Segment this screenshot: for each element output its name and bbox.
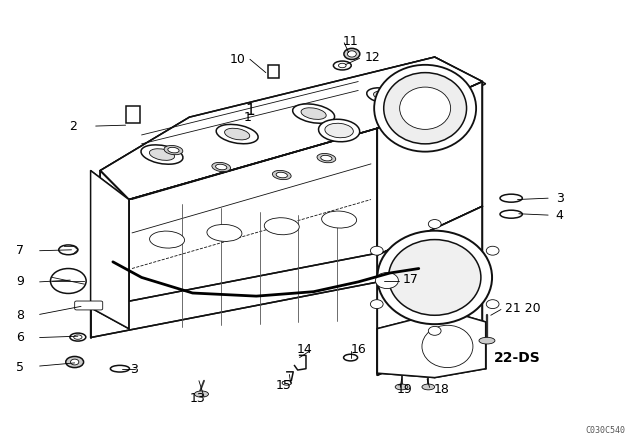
Ellipse shape	[367, 88, 401, 104]
Text: 3: 3	[556, 192, 564, 205]
Circle shape	[428, 220, 441, 228]
FancyBboxPatch shape	[268, 65, 279, 78]
Text: 14: 14	[296, 343, 312, 356]
Polygon shape	[100, 57, 486, 220]
Polygon shape	[378, 82, 483, 255]
Ellipse shape	[225, 128, 250, 140]
Ellipse shape	[344, 354, 358, 361]
Ellipse shape	[500, 194, 522, 202]
Ellipse shape	[264, 218, 300, 235]
Text: 11: 11	[342, 35, 358, 48]
Circle shape	[376, 272, 398, 289]
Text: 1: 1	[244, 111, 252, 124]
Text: 3: 3	[131, 363, 138, 376]
Circle shape	[428, 327, 441, 335]
Text: 8: 8	[16, 309, 24, 322]
Ellipse shape	[212, 162, 230, 172]
Text: 19: 19	[396, 383, 412, 396]
Ellipse shape	[301, 108, 326, 119]
Text: 2: 2	[68, 120, 77, 133]
Ellipse shape	[70, 359, 79, 365]
Text: C030C540: C030C540	[586, 426, 626, 435]
Text: 22-DS: 22-DS	[494, 351, 541, 365]
Text: 9: 9	[16, 276, 24, 289]
Text: 7: 7	[16, 244, 24, 257]
Ellipse shape	[66, 357, 84, 368]
Text: 5: 5	[16, 361, 24, 374]
Ellipse shape	[422, 325, 473, 368]
Text: 10: 10	[230, 53, 245, 66]
Ellipse shape	[141, 145, 183, 164]
Ellipse shape	[422, 384, 435, 390]
Text: 18: 18	[433, 383, 449, 396]
Text: 13: 13	[189, 392, 205, 405]
Ellipse shape	[292, 104, 335, 123]
Polygon shape	[378, 206, 483, 375]
Circle shape	[371, 246, 383, 255]
Ellipse shape	[195, 391, 209, 397]
Ellipse shape	[322, 211, 356, 228]
Text: 17: 17	[403, 273, 419, 286]
Ellipse shape	[74, 335, 82, 339]
Ellipse shape	[59, 245, 78, 255]
Text: 15: 15	[276, 379, 292, 392]
FancyBboxPatch shape	[75, 301, 102, 310]
Ellipse shape	[216, 125, 258, 144]
Ellipse shape	[164, 146, 183, 155]
Ellipse shape	[500, 210, 522, 218]
Ellipse shape	[168, 147, 179, 153]
Ellipse shape	[479, 337, 495, 344]
Text: 12: 12	[365, 51, 380, 64]
Text: 4: 4	[556, 209, 564, 222]
Polygon shape	[100, 57, 483, 199]
Polygon shape	[129, 128, 378, 329]
Circle shape	[486, 246, 499, 255]
Ellipse shape	[344, 48, 360, 60]
Ellipse shape	[374, 91, 394, 100]
Polygon shape	[100, 171, 129, 329]
Polygon shape	[91, 171, 129, 329]
Ellipse shape	[150, 231, 184, 248]
Ellipse shape	[216, 164, 227, 170]
Ellipse shape	[319, 119, 360, 142]
Text: 1: 1	[245, 103, 255, 118]
Ellipse shape	[348, 51, 356, 57]
Ellipse shape	[395, 384, 408, 390]
Text: 21 20: 21 20	[505, 302, 540, 315]
Ellipse shape	[282, 381, 292, 385]
Circle shape	[371, 300, 383, 309]
Ellipse shape	[110, 366, 129, 372]
Ellipse shape	[317, 154, 336, 163]
Ellipse shape	[374, 65, 476, 152]
Ellipse shape	[325, 123, 353, 138]
Ellipse shape	[339, 63, 346, 68]
Ellipse shape	[388, 240, 481, 315]
Ellipse shape	[321, 155, 332, 161]
Ellipse shape	[399, 87, 451, 129]
FancyBboxPatch shape	[125, 106, 140, 123]
Polygon shape	[378, 311, 486, 378]
Text: 16: 16	[351, 343, 366, 356]
Text: 6: 6	[16, 331, 24, 344]
Ellipse shape	[70, 333, 86, 341]
Polygon shape	[91, 240, 447, 337]
Circle shape	[51, 268, 86, 293]
Ellipse shape	[384, 73, 467, 144]
Ellipse shape	[207, 224, 242, 241]
Ellipse shape	[333, 61, 351, 70]
Ellipse shape	[149, 149, 175, 160]
Ellipse shape	[276, 172, 287, 178]
Ellipse shape	[273, 170, 291, 180]
Circle shape	[486, 300, 499, 309]
Ellipse shape	[378, 231, 492, 324]
